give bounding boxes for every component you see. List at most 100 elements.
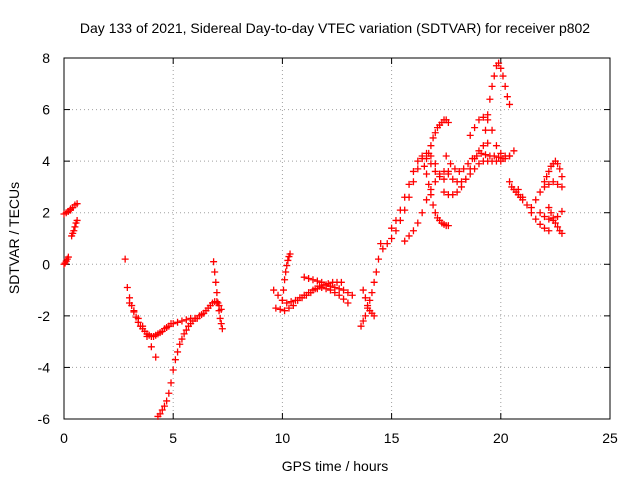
series-arc-00d	[68, 216, 81, 240]
data-point	[486, 95, 494, 103]
data-point	[218, 325, 226, 333]
data-point	[294, 296, 302, 304]
data-point	[462, 175, 470, 183]
data-point	[322, 281, 330, 289]
data-point	[405, 232, 413, 240]
data-point	[429, 134, 437, 142]
data-point	[540, 178, 548, 186]
data-point	[396, 206, 404, 214]
series-arc-07	[210, 258, 226, 333]
data-point	[344, 289, 352, 297]
data-point	[309, 276, 317, 284]
data-point	[444, 222, 452, 230]
data-point	[460, 165, 468, 173]
series-arc-13b	[359, 286, 378, 320]
data-point	[506, 178, 514, 186]
data-point	[169, 366, 177, 374]
series-arc-10c	[278, 250, 294, 304]
y-tick-label: 8	[42, 50, 50, 66]
data-point	[444, 118, 452, 126]
data-point	[368, 289, 376, 297]
data-point	[361, 294, 369, 302]
data-point	[286, 250, 294, 258]
data-point	[414, 165, 422, 173]
data-point	[488, 82, 496, 90]
data-point	[143, 332, 151, 340]
series-arc-21a	[514, 186, 553, 235]
data-point	[307, 289, 315, 297]
data-point	[449, 175, 457, 183]
plot-frame	[63, 57, 611, 420]
data-point	[536, 220, 544, 228]
data-point	[556, 165, 564, 173]
data-point	[64, 253, 72, 261]
series-arc-16	[420, 162, 452, 230]
data-point	[167, 379, 175, 387]
data-point	[318, 278, 326, 286]
data-point	[216, 314, 224, 322]
data-point	[447, 160, 455, 168]
data-point	[281, 307, 289, 315]
data-point	[388, 235, 396, 242]
data-point	[158, 406, 166, 414]
data-point	[335, 285, 343, 293]
data-point	[359, 317, 367, 325]
data-point	[479, 142, 487, 150]
data-point	[431, 209, 439, 217]
series-arc-13a	[357, 240, 385, 330]
data-point	[554, 180, 562, 188]
data-point	[547, 209, 555, 217]
data-point	[130, 307, 138, 315]
data-point	[73, 216, 81, 224]
series-arc-19b	[482, 59, 514, 134]
y-tick-label: 2	[42, 205, 50, 221]
data-point	[283, 262, 291, 270]
series-arc-04	[154, 314, 199, 420]
data-point	[70, 227, 78, 235]
data-point	[540, 213, 548, 221]
data-point	[283, 299, 291, 307]
data-point	[495, 153, 503, 161]
data-point	[488, 126, 496, 134]
data-point	[305, 274, 313, 282]
data-point	[558, 173, 566, 181]
x-tick-label: 5	[169, 430, 177, 446]
data-point	[495, 59, 503, 67]
data-point	[510, 147, 518, 155]
data-point	[409, 167, 417, 175]
data-point	[340, 295, 348, 303]
data-point	[178, 335, 186, 343]
data-point	[270, 286, 278, 294]
series-arc-22a	[540, 157, 566, 186]
data-point	[484, 139, 492, 147]
data-point	[281, 276, 289, 284]
y-tick-label: 4	[42, 153, 50, 169]
data-point	[532, 196, 540, 204]
data-point	[457, 183, 465, 191]
series-arc-03a	[121, 255, 199, 340]
data-point	[519, 193, 527, 201]
series-arc-11	[300, 273, 356, 299]
series-arc-00a	[60, 253, 72, 268]
data-point	[501, 82, 509, 90]
chart-title: Day 133 of 2021, Sidereal Day-to-day VTE…	[80, 20, 590, 36]
data-point	[212, 278, 220, 286]
data-point	[134, 314, 142, 322]
data-point	[152, 353, 160, 361]
data-point	[285, 304, 293, 312]
data-point	[156, 410, 164, 418]
data-point	[554, 223, 562, 231]
data-point	[545, 227, 553, 235]
data-point	[442, 152, 450, 160]
series-arc-03b	[126, 299, 160, 361]
data-points	[60, 59, 566, 420]
data-point	[466, 131, 474, 139]
x-tick-label: 25	[602, 430, 618, 446]
data-point	[536, 209, 544, 217]
data-point	[429, 201, 437, 209]
data-point	[409, 178, 417, 186]
series-arc-00c	[67, 200, 81, 213]
series-arc-17	[425, 116, 452, 157]
data-point	[427, 191, 435, 199]
data-point	[364, 302, 372, 310]
